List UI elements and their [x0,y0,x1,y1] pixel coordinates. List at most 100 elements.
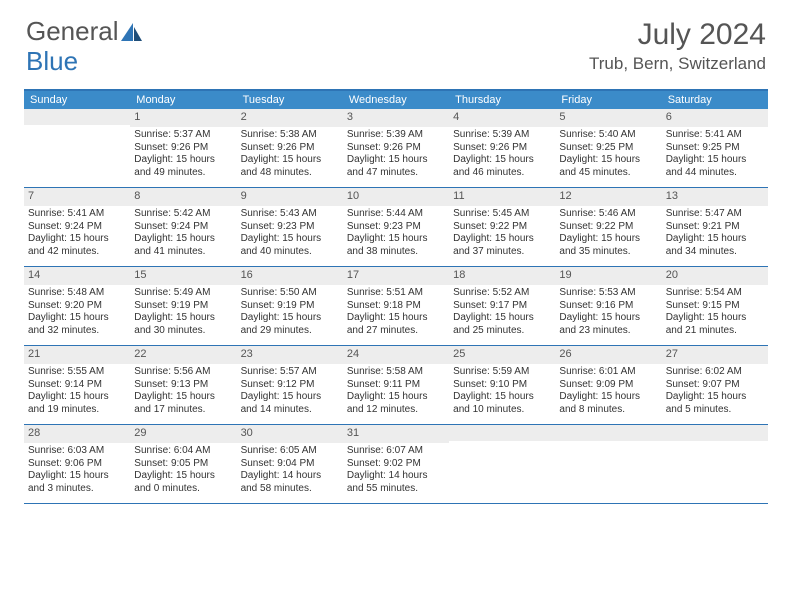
sunset-text: Sunset: 9:22 PM [559,221,657,234]
daylight-text-1: Daylight: 15 hours [241,391,339,404]
daylight-text-2: and 49 minutes. [134,167,232,180]
day-cell: 24Sunrise: 5:58 AMSunset: 9:11 PMDayligh… [343,346,449,424]
day-cell: 18Sunrise: 5:52 AMSunset: 9:17 PMDayligh… [449,267,555,345]
day-cell: 22Sunrise: 5:56 AMSunset: 9:13 PMDayligh… [130,346,236,424]
sunset-text: Sunset: 9:13 PM [134,379,232,392]
daylight-text-2: and 19 minutes. [28,404,126,417]
day-cell: 30Sunrise: 6:05 AMSunset: 9:04 PMDayligh… [237,425,343,503]
sunset-text: Sunset: 9:10 PM [453,379,551,392]
day-number: 17 [343,267,449,285]
sunset-text: Sunset: 9:22 PM [453,221,551,234]
day-number: 1 [130,109,236,127]
daylight-text-1: Daylight: 15 hours [559,233,657,246]
day-content: Sunrise: 5:39 AMSunset: 9:26 PMDaylight:… [449,127,555,183]
day-content: Sunrise: 5:46 AMSunset: 9:22 PMDaylight:… [555,206,661,262]
daylight-text-2: and 27 minutes. [347,325,445,338]
sunset-text: Sunset: 9:26 PM [347,142,445,155]
daylight-text-2: and 8 minutes. [559,404,657,417]
day-number: 8 [130,188,236,206]
sunrise-text: Sunrise: 5:54 AM [666,287,764,300]
sunset-text: Sunset: 9:25 PM [559,142,657,155]
sunrise-text: Sunrise: 5:52 AM [453,287,551,300]
daylight-text-2: and 10 minutes. [453,404,551,417]
day-number: 15 [130,267,236,285]
day-content: Sunrise: 5:47 AMSunset: 9:21 PMDaylight:… [662,206,768,262]
day-number: 2 [237,109,343,127]
day-content: Sunrise: 5:59 AMSunset: 9:10 PMDaylight:… [449,364,555,420]
sunset-text: Sunset: 9:06 PM [28,458,126,471]
day-content: Sunrise: 5:48 AMSunset: 9:20 PMDaylight:… [24,285,130,341]
day-number: 23 [237,346,343,364]
sunrise-text: Sunrise: 5:41 AM [666,129,764,142]
daylight-text-2: and 37 minutes. [453,246,551,259]
sunrise-text: Sunrise: 5:56 AM [134,366,232,379]
day-number: 16 [237,267,343,285]
day-content: Sunrise: 5:37 AMSunset: 9:26 PMDaylight:… [130,127,236,183]
day-number: 20 [662,267,768,285]
day-cell [662,425,768,503]
day-cell: 29Sunrise: 6:04 AMSunset: 9:05 PMDayligh… [130,425,236,503]
day-cell: 9Sunrise: 5:43 AMSunset: 9:23 PMDaylight… [237,188,343,266]
day-content: Sunrise: 6:01 AMSunset: 9:09 PMDaylight:… [555,364,661,420]
week-row: 28Sunrise: 6:03 AMSunset: 9:06 PMDayligh… [24,425,768,504]
daylight-text-1: Daylight: 15 hours [453,233,551,246]
daylight-text-1: Daylight: 15 hours [559,391,657,404]
daylight-text-1: Daylight: 15 hours [559,154,657,167]
day-number: 14 [24,267,130,285]
day-cell: 13Sunrise: 5:47 AMSunset: 9:21 PMDayligh… [662,188,768,266]
daylight-text-2: and 14 minutes. [241,404,339,417]
sunrise-text: Sunrise: 6:05 AM [241,445,339,458]
day-cell: 12Sunrise: 5:46 AMSunset: 9:22 PMDayligh… [555,188,661,266]
daylight-text-2: and 38 minutes. [347,246,445,259]
daylight-text-2: and 0 minutes. [134,483,232,496]
day-number: 12 [555,188,661,206]
day-number: 22 [130,346,236,364]
day-number [555,425,661,441]
sunrise-text: Sunrise: 5:40 AM [559,129,657,142]
daylight-text-1: Daylight: 15 hours [28,391,126,404]
day-cell: 27Sunrise: 6:02 AMSunset: 9:07 PMDayligh… [662,346,768,424]
daylight-text-1: Daylight: 15 hours [134,391,232,404]
day-content: Sunrise: 6:07 AMSunset: 9:02 PMDaylight:… [343,443,449,499]
sunset-text: Sunset: 9:12 PM [241,379,339,392]
day-cell: 15Sunrise: 5:49 AMSunset: 9:19 PMDayligh… [130,267,236,345]
day-number: 11 [449,188,555,206]
day-content: Sunrise: 5:58 AMSunset: 9:11 PMDaylight:… [343,364,449,420]
sunset-text: Sunset: 9:04 PM [241,458,339,471]
day-cell: 7Sunrise: 5:41 AMSunset: 9:24 PMDaylight… [24,188,130,266]
day-content: Sunrise: 6:04 AMSunset: 9:05 PMDaylight:… [130,443,236,499]
day-cell: 4Sunrise: 5:39 AMSunset: 9:26 PMDaylight… [449,109,555,187]
daylight-text-1: Daylight: 15 hours [347,312,445,325]
daylight-text-1: Daylight: 14 hours [241,470,339,483]
daylight-text-1: Daylight: 15 hours [666,154,764,167]
day-number: 27 [662,346,768,364]
day-content: Sunrise: 6:02 AMSunset: 9:07 PMDaylight:… [662,364,768,420]
sunrise-text: Sunrise: 5:58 AM [347,366,445,379]
day-content: Sunrise: 5:39 AMSunset: 9:26 PMDaylight:… [343,127,449,183]
day-content: Sunrise: 5:55 AMSunset: 9:14 PMDaylight:… [24,364,130,420]
sunset-text: Sunset: 9:09 PM [559,379,657,392]
daylight-text-2: and 35 minutes. [559,246,657,259]
day-content: Sunrise: 5:56 AMSunset: 9:13 PMDaylight:… [130,364,236,420]
weekday-header: Friday [555,91,661,109]
daylight-text-1: Daylight: 15 hours [134,470,232,483]
daylight-text-2: and 23 minutes. [559,325,657,338]
weekday-header: Sunday [24,91,130,109]
day-number: 3 [343,109,449,127]
title-block: July 2024 Trub, Bern, Switzerland [589,18,766,74]
day-cell: 20Sunrise: 5:54 AMSunset: 9:15 PMDayligh… [662,267,768,345]
location: Trub, Bern, Switzerland [589,54,766,74]
daylight-text-1: Daylight: 15 hours [666,391,764,404]
daylight-text-2: and 5 minutes. [666,404,764,417]
day-number: 4 [449,109,555,127]
day-content: Sunrise: 5:40 AMSunset: 9:25 PMDaylight:… [555,127,661,183]
day-cell: 8Sunrise: 5:42 AMSunset: 9:24 PMDaylight… [130,188,236,266]
day-number: 21 [24,346,130,364]
sunset-text: Sunset: 9:02 PM [347,458,445,471]
daylight-text-2: and 41 minutes. [134,246,232,259]
day-cell: 26Sunrise: 6:01 AMSunset: 9:09 PMDayligh… [555,346,661,424]
day-number: 28 [24,425,130,443]
day-number [662,425,768,441]
day-content: Sunrise: 6:03 AMSunset: 9:06 PMDaylight:… [24,443,130,499]
sunset-text: Sunset: 9:21 PM [666,221,764,234]
